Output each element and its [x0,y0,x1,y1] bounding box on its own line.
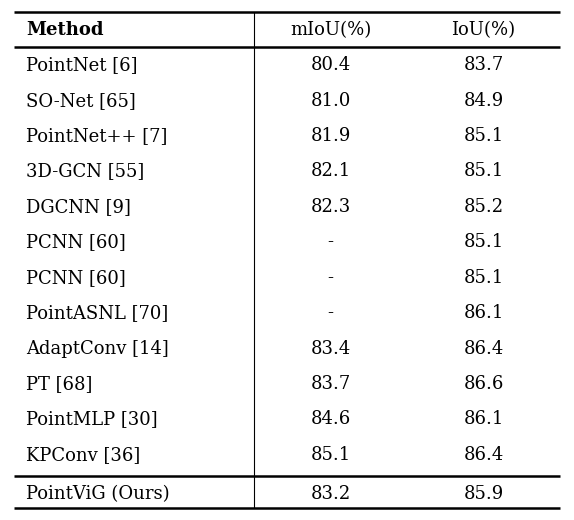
Text: 81.0: 81.0 [311,92,351,110]
Text: 85.1: 85.1 [463,269,504,287]
Text: 84.9: 84.9 [463,92,504,110]
Text: -: - [328,304,333,322]
Text: 85.1: 85.1 [311,446,351,464]
Text: 84.6: 84.6 [311,410,351,428]
Text: PointMLP [30]: PointMLP [30] [26,410,158,428]
Text: PCNN [60]: PCNN [60] [26,233,126,251]
Text: 85.9: 85.9 [463,485,504,503]
Text: PCNN [60]: PCNN [60] [26,269,126,287]
Text: 83.4: 83.4 [311,340,351,358]
Text: 3D-GCN [55]: 3D-GCN [55] [26,162,144,180]
Text: 80.4: 80.4 [311,56,351,74]
Text: 81.9: 81.9 [311,127,351,145]
Text: 83.2: 83.2 [311,485,351,503]
Text: mIoU(%): mIoU(%) [290,21,371,38]
Text: 86.1: 86.1 [463,304,504,322]
Text: 85.1: 85.1 [463,233,504,251]
Text: PointNet [6]: PointNet [6] [26,56,138,74]
Text: 85.2: 85.2 [463,198,503,216]
Text: IoU(%): IoU(%) [452,21,515,38]
Text: -: - [328,233,333,251]
Text: DGCNN [9]: DGCNN [9] [26,198,131,216]
Text: 83.7: 83.7 [311,375,351,393]
Text: 85.1: 85.1 [463,162,504,180]
Text: 86.4: 86.4 [463,446,504,464]
Text: Method: Method [26,21,103,38]
Text: PointNet++ [7]: PointNet++ [7] [26,127,168,145]
Text: KPConv [36]: KPConv [36] [26,446,140,464]
Text: 86.1: 86.1 [463,410,504,428]
Text: 82.1: 82.1 [311,162,351,180]
Text: PT [68]: PT [68] [26,375,92,393]
Text: AdaptConv [14]: AdaptConv [14] [26,340,169,358]
Text: SO-Net [65]: SO-Net [65] [26,92,135,110]
Text: -: - [328,269,333,287]
Text: 83.7: 83.7 [463,56,504,74]
Text: 86.6: 86.6 [463,375,504,393]
Text: PointViG (Ours): PointViG (Ours) [26,485,170,503]
Text: 86.4: 86.4 [463,340,504,358]
Text: 85.1: 85.1 [463,127,504,145]
Text: 82.3: 82.3 [311,198,351,216]
Text: PointASNL [70]: PointASNL [70] [26,304,168,322]
